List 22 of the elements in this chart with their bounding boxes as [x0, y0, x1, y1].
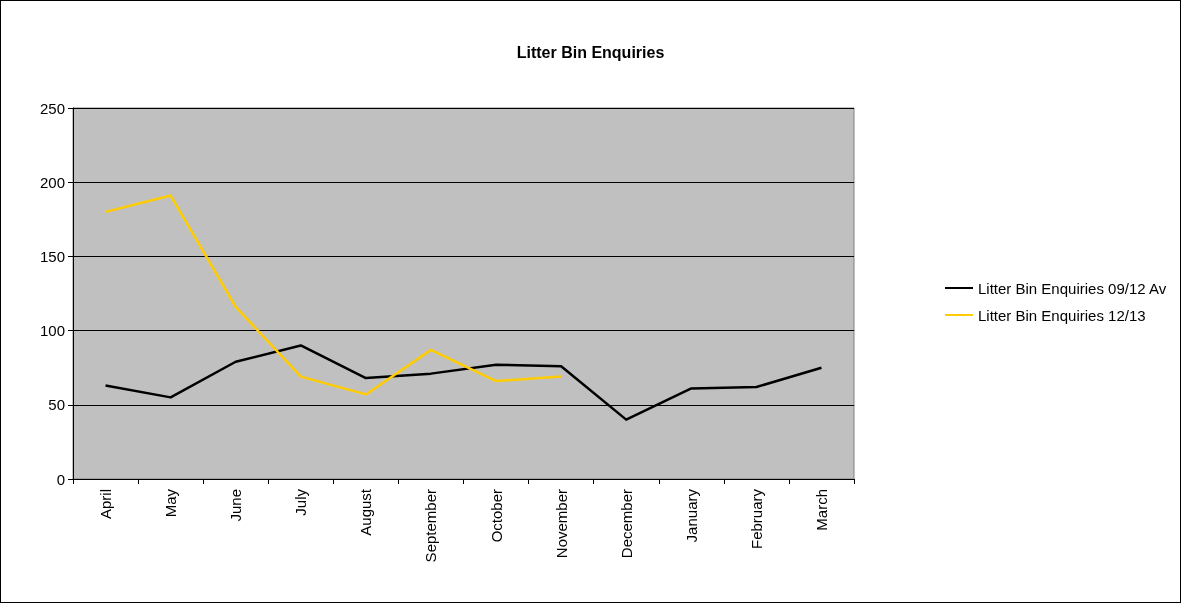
y-tick-label: 250 [39, 99, 65, 117]
chart-title: Litter Bin Enquiries [516, 43, 665, 61]
x-tick-label: September [422, 489, 440, 563]
x-tick-label: June [227, 489, 245, 522]
x-tick-label: December [617, 489, 635, 559]
y-tick-label: 200 [39, 173, 65, 191]
x-tick-label: February [747, 488, 765, 550]
x-tick-label: July [292, 488, 310, 516]
y-tick-label: 100 [39, 322, 65, 340]
x-tick-label: October [487, 489, 505, 543]
x-tick-label: January [682, 488, 700, 543]
y-tick-label: 0 [56, 470, 65, 488]
y-tick-label: 50 [48, 396, 65, 414]
x-tick-label: August [357, 488, 375, 536]
line-series [104, 194, 563, 396]
y-tick-label: 150 [39, 247, 65, 265]
x-tick-label: March [812, 489, 830, 531]
x-tick-label: November [552, 489, 570, 559]
x-tick-label: April [97, 489, 115, 520]
legend-label: Litter Bin Enquiries 09/12 Av [978, 279, 1167, 297]
x-tick-label: May [162, 488, 180, 518]
legend-label: Litter Bin Enquiries 12/13 [978, 306, 1146, 324]
